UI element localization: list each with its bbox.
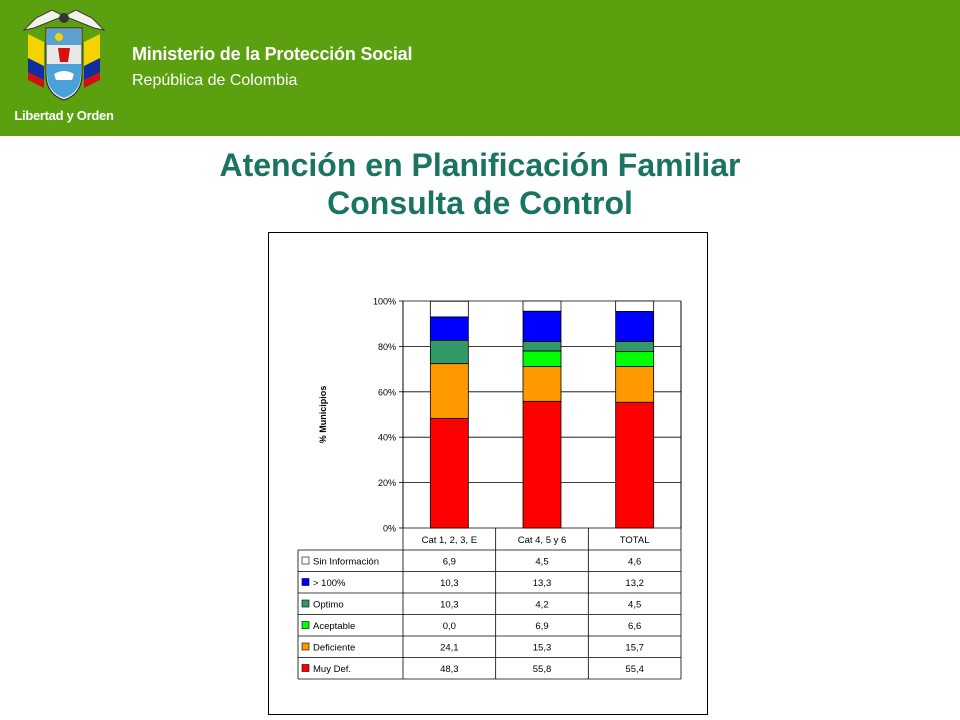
bar-segment <box>615 366 655 403</box>
data-label: 13,2 <box>625 578 644 589</box>
data-label: 6,9 <box>535 621 548 632</box>
legend-label: Optimo <box>313 600 344 611</box>
x-tick-label: Cat 4, 5 y 6 <box>518 535 567 546</box>
legend-label: Deficiente <box>313 643 355 654</box>
data-label: 15,3 <box>533 643 552 654</box>
data-label: 15,7 <box>625 643 644 654</box>
legend-label: > 100% <box>313 578 346 589</box>
bar-segment <box>429 339 469 365</box>
legend-label: Sin Información <box>313 557 379 568</box>
legend-swatch <box>301 578 310 586</box>
bar-segment <box>615 311 655 342</box>
data-label: 13,3 <box>533 578 552 589</box>
y-tick-label: 40% <box>378 433 396 443</box>
bar-segment <box>522 300 562 312</box>
slide-title-line2: Consulta de Control <box>327 185 633 221</box>
slide-title-line1: Atención en Planificación Familiar <box>219 147 741 183</box>
chart-frame: 0% 20% 40% 60% 80% 100% % Municipios Cat 1, 2, … <box>268 232 708 715</box>
data-label: 6,9 <box>443 557 456 568</box>
stacked-bar-chart: 0% 20% 40% 60% 80% 100% % Municipios Cat 1, 2, … <box>297 297 682 680</box>
bar-segment <box>522 366 562 402</box>
data-label: 6,6 <box>628 621 641 632</box>
data-label: 4,5 <box>535 557 548 568</box>
legend-swatch <box>301 664 310 672</box>
legend-swatch <box>301 642 310 651</box>
bar-segment <box>429 300 469 318</box>
x-tick-label: TOTAL <box>620 535 650 546</box>
data-label: 4,6 <box>628 557 641 568</box>
bar-segment <box>522 310 562 342</box>
bar-segment <box>615 351 655 368</box>
y-tick-label: 80% <box>378 342 396 352</box>
bar-segment <box>429 316 469 341</box>
legend-swatch <box>301 556 310 565</box>
y-tick-label: 100% <box>373 297 396 307</box>
data-label: 55,4 <box>625 664 644 675</box>
x-tick-label: Cat 1, 2, 3, E <box>422 535 477 546</box>
bar-segment <box>522 341 562 352</box>
data-label: 48,3 <box>440 664 459 675</box>
bar-segment <box>615 401 655 529</box>
bar-segment <box>522 350 562 368</box>
motto-label: Libertad y Orden <box>14 108 114 123</box>
data-label: 10,3 <box>440 600 459 611</box>
y-tick-label: 20% <box>378 478 396 488</box>
legend-swatch <box>301 621 310 629</box>
bar-segment <box>615 300 655 312</box>
republic-name: República de Colombia <box>132 72 298 89</box>
legend-label: Muy Def. <box>313 664 351 675</box>
data-label: 0,0 <box>443 621 456 632</box>
data-label: 10,3 <box>440 578 459 589</box>
data-label: 4,2 <box>535 600 548 611</box>
y-axis-label: % Municipios <box>318 386 328 444</box>
bar-segment <box>522 400 562 529</box>
legend-label: Aceptable <box>313 621 355 632</box>
slide-title: Atención en Planificación Familiar Consu… <box>0 146 960 222</box>
bar-segment <box>429 417 469 529</box>
bar-segment <box>615 341 655 353</box>
header-banner: Libertad y Orden Ministerio de la Protec… <box>0 0 960 136</box>
legend-swatch <box>301 599 310 608</box>
coat-of-arms-icon: Libertad y Orden <box>14 8 114 130</box>
ministry-name: Ministerio de la Protección Social <box>132 44 413 64</box>
data-label: 24,1 <box>440 643 459 654</box>
data-label: 55,8 <box>533 664 552 675</box>
y-tick-label: 60% <box>378 387 396 397</box>
data-label: 4,5 <box>628 600 641 611</box>
bar-segment <box>429 363 469 419</box>
y-tick-label: 0% <box>383 524 396 534</box>
